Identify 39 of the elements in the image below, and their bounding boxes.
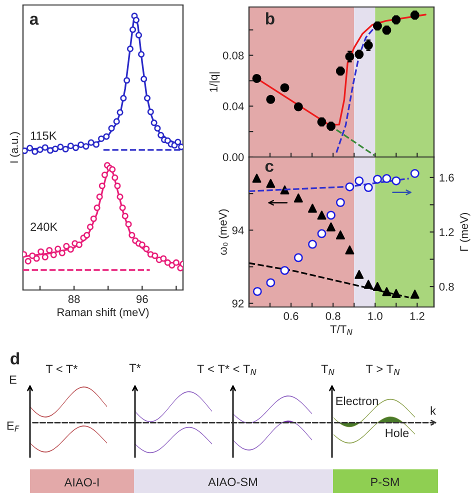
x-tick-label: 96 <box>136 295 148 304</box>
text: T* <box>129 364 141 372</box>
text: T$_{N}$ <box>321 364 334 375</box>
text: AIAO-SM <box>208 478 257 486</box>
x-tick-label: 88 <box>68 295 80 304</box>
y-axis-title: ω₀ (meV) <box>218 209 229 255</box>
x-axis-title: Raman shift (meV) <box>58 308 149 318</box>
text: P-SM <box>371 478 399 486</box>
y-tick-label: 0.00 <box>222 153 244 162</box>
x-axis-title: T/T$_{N}$ <box>330 324 352 335</box>
text: Hole <box>386 428 409 438</box>
y-axis-title: I (a.u.) <box>10 132 20 163</box>
text: AIAO-I <box>64 478 99 486</box>
text: d <box>10 352 19 364</box>
x-tick-label: 0.6 <box>284 312 298 320</box>
text: Electron <box>336 396 378 406</box>
y-tick-label: 0.08 <box>222 52 244 60</box>
x-tick-label: 0.8 <box>326 312 340 320</box>
annotation: 240K <box>30 222 58 232</box>
y2-axis-title: Γ (meV) <box>460 212 470 251</box>
y-axis-title: 1/|q| <box>209 72 220 92</box>
annotation: a <box>30 16 39 25</box>
y2-tick-label: 1.6 <box>440 174 454 182</box>
y2-tick-label: 1.2 <box>440 228 454 236</box>
text: k <box>430 406 436 415</box>
text: T > T$_{N}$ <box>366 364 400 375</box>
text: T < T* < T$_{N}$ <box>197 364 256 375</box>
text: E$_{F}$ <box>7 422 20 432</box>
y-tick-label: 94 <box>232 226 244 234</box>
x-tick-label: 1.0 <box>368 312 382 320</box>
annotation: c <box>265 162 274 172</box>
x-tick-label: 1.2 <box>410 312 424 320</box>
text: E <box>10 376 16 384</box>
y-tick-label: 92 <box>232 300 244 308</box>
y2-tick-label: 0.8 <box>439 282 454 291</box>
y-tick-label: 0.04 <box>222 102 244 110</box>
text: T < T* <box>46 364 78 374</box>
annotation: b <box>266 12 274 25</box>
annotation: 115K <box>30 132 57 140</box>
